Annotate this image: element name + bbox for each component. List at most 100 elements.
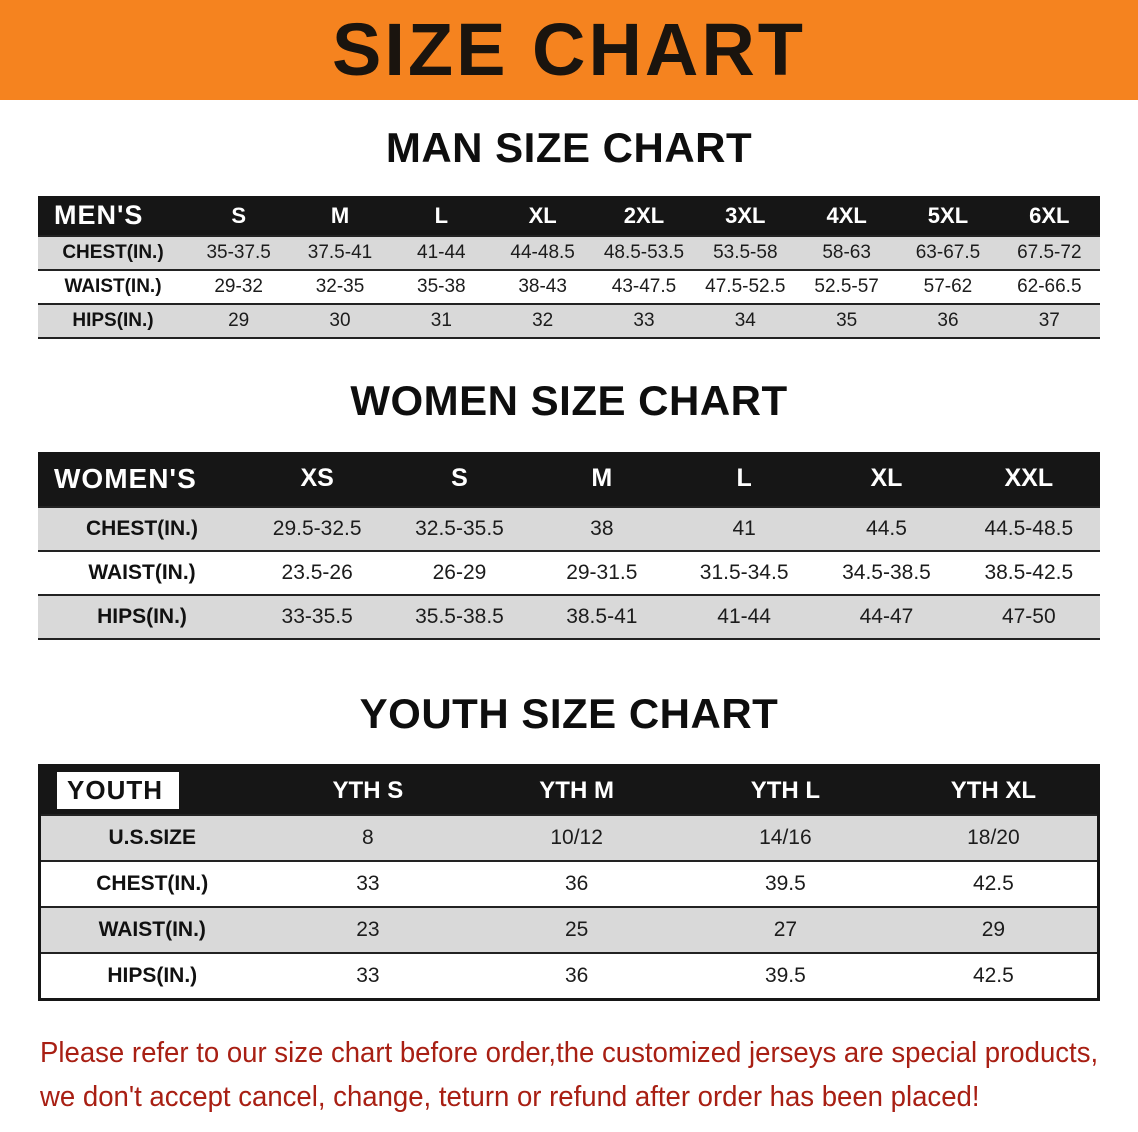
column-header: XXL: [957, 451, 1100, 507]
table-row: CHEST(IN.) 35-37.5 37.5-41 41-44 44-48.5 48.5…: [38, 236, 1100, 271]
cell-value: 38-43: [518, 276, 567, 298]
cell-value: 29: [228, 310, 250, 332]
column-header: L: [672, 451, 816, 507]
column-header: M: [530, 451, 673, 507]
cell-value: 29: [981, 918, 1006, 942]
table-title-cell: MEN'S: [38, 196, 188, 237]
cell-value: 27: [773, 918, 798, 942]
column-header-label: 2XL: [623, 202, 665, 228]
men-size-table: MEN'S S M L XL 2XL 3XL 4XL 5XL 6XL CHEST(IN.) 35-37…: [38, 196, 1100, 339]
row-label: HIPS(IN.): [72, 310, 154, 332]
cell-value: 44-48.5: [510, 242, 575, 264]
column-header: 6XL: [998, 196, 1100, 237]
cell-value: 33: [633, 310, 655, 332]
cell-value: 32.5-35.5: [415, 516, 504, 540]
column-header-label: YOUTH: [57, 772, 179, 810]
column-header: S: [188, 196, 290, 237]
disclaimer: Please refer to our size chart before or…: [40, 1031, 1138, 1119]
cell-value: 62-66.5: [1017, 276, 1082, 298]
cell-value: 25: [564, 918, 589, 942]
row-label: U.S.SIZE: [108, 826, 197, 850]
column-header-label: MEN'S: [54, 200, 144, 231]
column-header: XL: [815, 451, 958, 507]
table-row: HIPS(IN.) 33 36 39.5 42.5: [39, 953, 1099, 1000]
column-header-label: XL: [528, 202, 557, 228]
page-title: SIZE CHART: [332, 8, 806, 91]
column-header-label: 4XL: [826, 202, 867, 228]
tables-region: MAN SIZE CHART MEN'S S M L XL 2XL 3XL 4XL 5XL 6XL C…: [0, 124, 1138, 1001]
cell-value: 41-44: [717, 604, 771, 628]
table-row: HIPS(IN.) 29 30 31 32 33 34 35 36 37: [38, 304, 1100, 339]
cell-value: 29.5-32.5: [272, 516, 362, 540]
cell-value: 10/12: [550, 826, 603, 850]
section-heading: WOMEN SIZE CHART: [350, 377, 788, 425]
table-row: WAIST(IN.) 23 25 27 29: [39, 907, 1099, 954]
cell-value: 44.5-48.5: [984, 516, 1074, 540]
table-row: CHEST(IN.) 29.5-32.5 32.5-35.5 38 41 44.5 44.5…: [38, 506, 1100, 551]
table-title-cell: YOUTH: [39, 765, 264, 816]
cell-value: 41-44: [417, 242, 466, 264]
cell-value: 35.5-38.5: [415, 604, 504, 628]
cell-value: 34.5-38.5: [842, 560, 931, 584]
row-label: WAIST(IN.): [64, 276, 162, 298]
cell-value: 41: [732, 516, 756, 540]
table-header-row: WOMEN'S XS S M L XL XXL: [38, 451, 1100, 507]
cell-value: 63-67.5: [915, 242, 981, 264]
cell-value: 36: [564, 872, 589, 896]
cell-value: 58-63: [822, 242, 871, 264]
cell-value: 14/16: [759, 826, 812, 850]
cell-value: 47.5-52.5: [705, 276, 786, 298]
column-header: 5XL: [897, 196, 999, 237]
column-header: 2XL: [593, 196, 695, 237]
cell-value: 37.5-41: [307, 242, 373, 264]
cell-value: 43-47.5: [611, 276, 677, 298]
cell-value: 57-62: [923, 276, 973, 298]
column-header-label: L: [434, 202, 449, 228]
column-header-label: WOMEN'S: [54, 462, 197, 494]
cell-value: 39.5: [764, 964, 806, 988]
cell-value: 8: [362, 826, 374, 850]
table-row: CHEST(IN.) 33 36 39.5 42.5: [39, 861, 1099, 908]
cell-value: 44.5: [866, 516, 907, 540]
column-header: S: [388, 451, 531, 507]
column-header-label: 6XL: [1029, 202, 1070, 228]
cell-value: 31.5-34.5: [699, 560, 789, 584]
cell-value: 26-29: [432, 560, 487, 584]
column-header: YTH L: [681, 765, 890, 816]
row-label: WAIST(IN.): [98, 918, 206, 942]
table-row: WAIST(IN.) 29-32 32-35 35-38 38-43 43-47.5 47.…: [38, 270, 1100, 305]
cell-value: 38.5-42.5: [984, 560, 1074, 584]
table-row: U.S.SIZE 8 10/12 14/16 18/20: [39, 815, 1099, 862]
cell-value: 33: [356, 964, 380, 988]
disclaimer-line-1: Please refer to our size chart before or…: [40, 1036, 1099, 1069]
row-label: WAIST(IN.): [88, 560, 196, 584]
disclaimer-line-2: we don't accept cancel, change, teturn o…: [40, 1080, 980, 1113]
section-heading: MAN SIZE CHART: [385, 124, 753, 171]
cell-value: 23: [356, 918, 380, 942]
column-header: 4XL: [795, 196, 898, 237]
cell-value: 33-35.5: [281, 604, 353, 628]
cell-value: 23.5-26: [281, 560, 353, 584]
column-header-label: S: [451, 464, 468, 493]
table-header-row: YOUTH YTH S YTH M YTH L YTH XL: [39, 765, 1099, 816]
cell-value: 38: [590, 516, 614, 540]
column-header-label: YTH M: [539, 776, 614, 804]
cell-value: 44-47: [859, 604, 914, 628]
row-label: CHEST(IN.): [96, 872, 209, 896]
column-header: 3XL: [694, 196, 796, 237]
cell-value: 42.5: [972, 964, 1014, 988]
cell-value: 38.5-41: [566, 604, 638, 628]
row-label: CHEST(IN.): [86, 516, 198, 540]
row-label: HIPS(IN.): [97, 604, 187, 628]
column-header-label: XXL: [1004, 464, 1054, 493]
column-header: XS: [246, 451, 389, 507]
cell-value: 48.5-53.5: [603, 242, 685, 264]
cell-value: 36: [564, 964, 589, 988]
column-header: M: [289, 196, 391, 237]
cell-value: 29-31.5: [566, 560, 638, 584]
cell-value: 35-37.5: [206, 242, 271, 264]
row-label: HIPS(IN.): [107, 964, 198, 988]
column-header-label: 3XL: [725, 202, 766, 228]
section-heading: YOUTH SIZE CHART: [359, 689, 779, 737]
